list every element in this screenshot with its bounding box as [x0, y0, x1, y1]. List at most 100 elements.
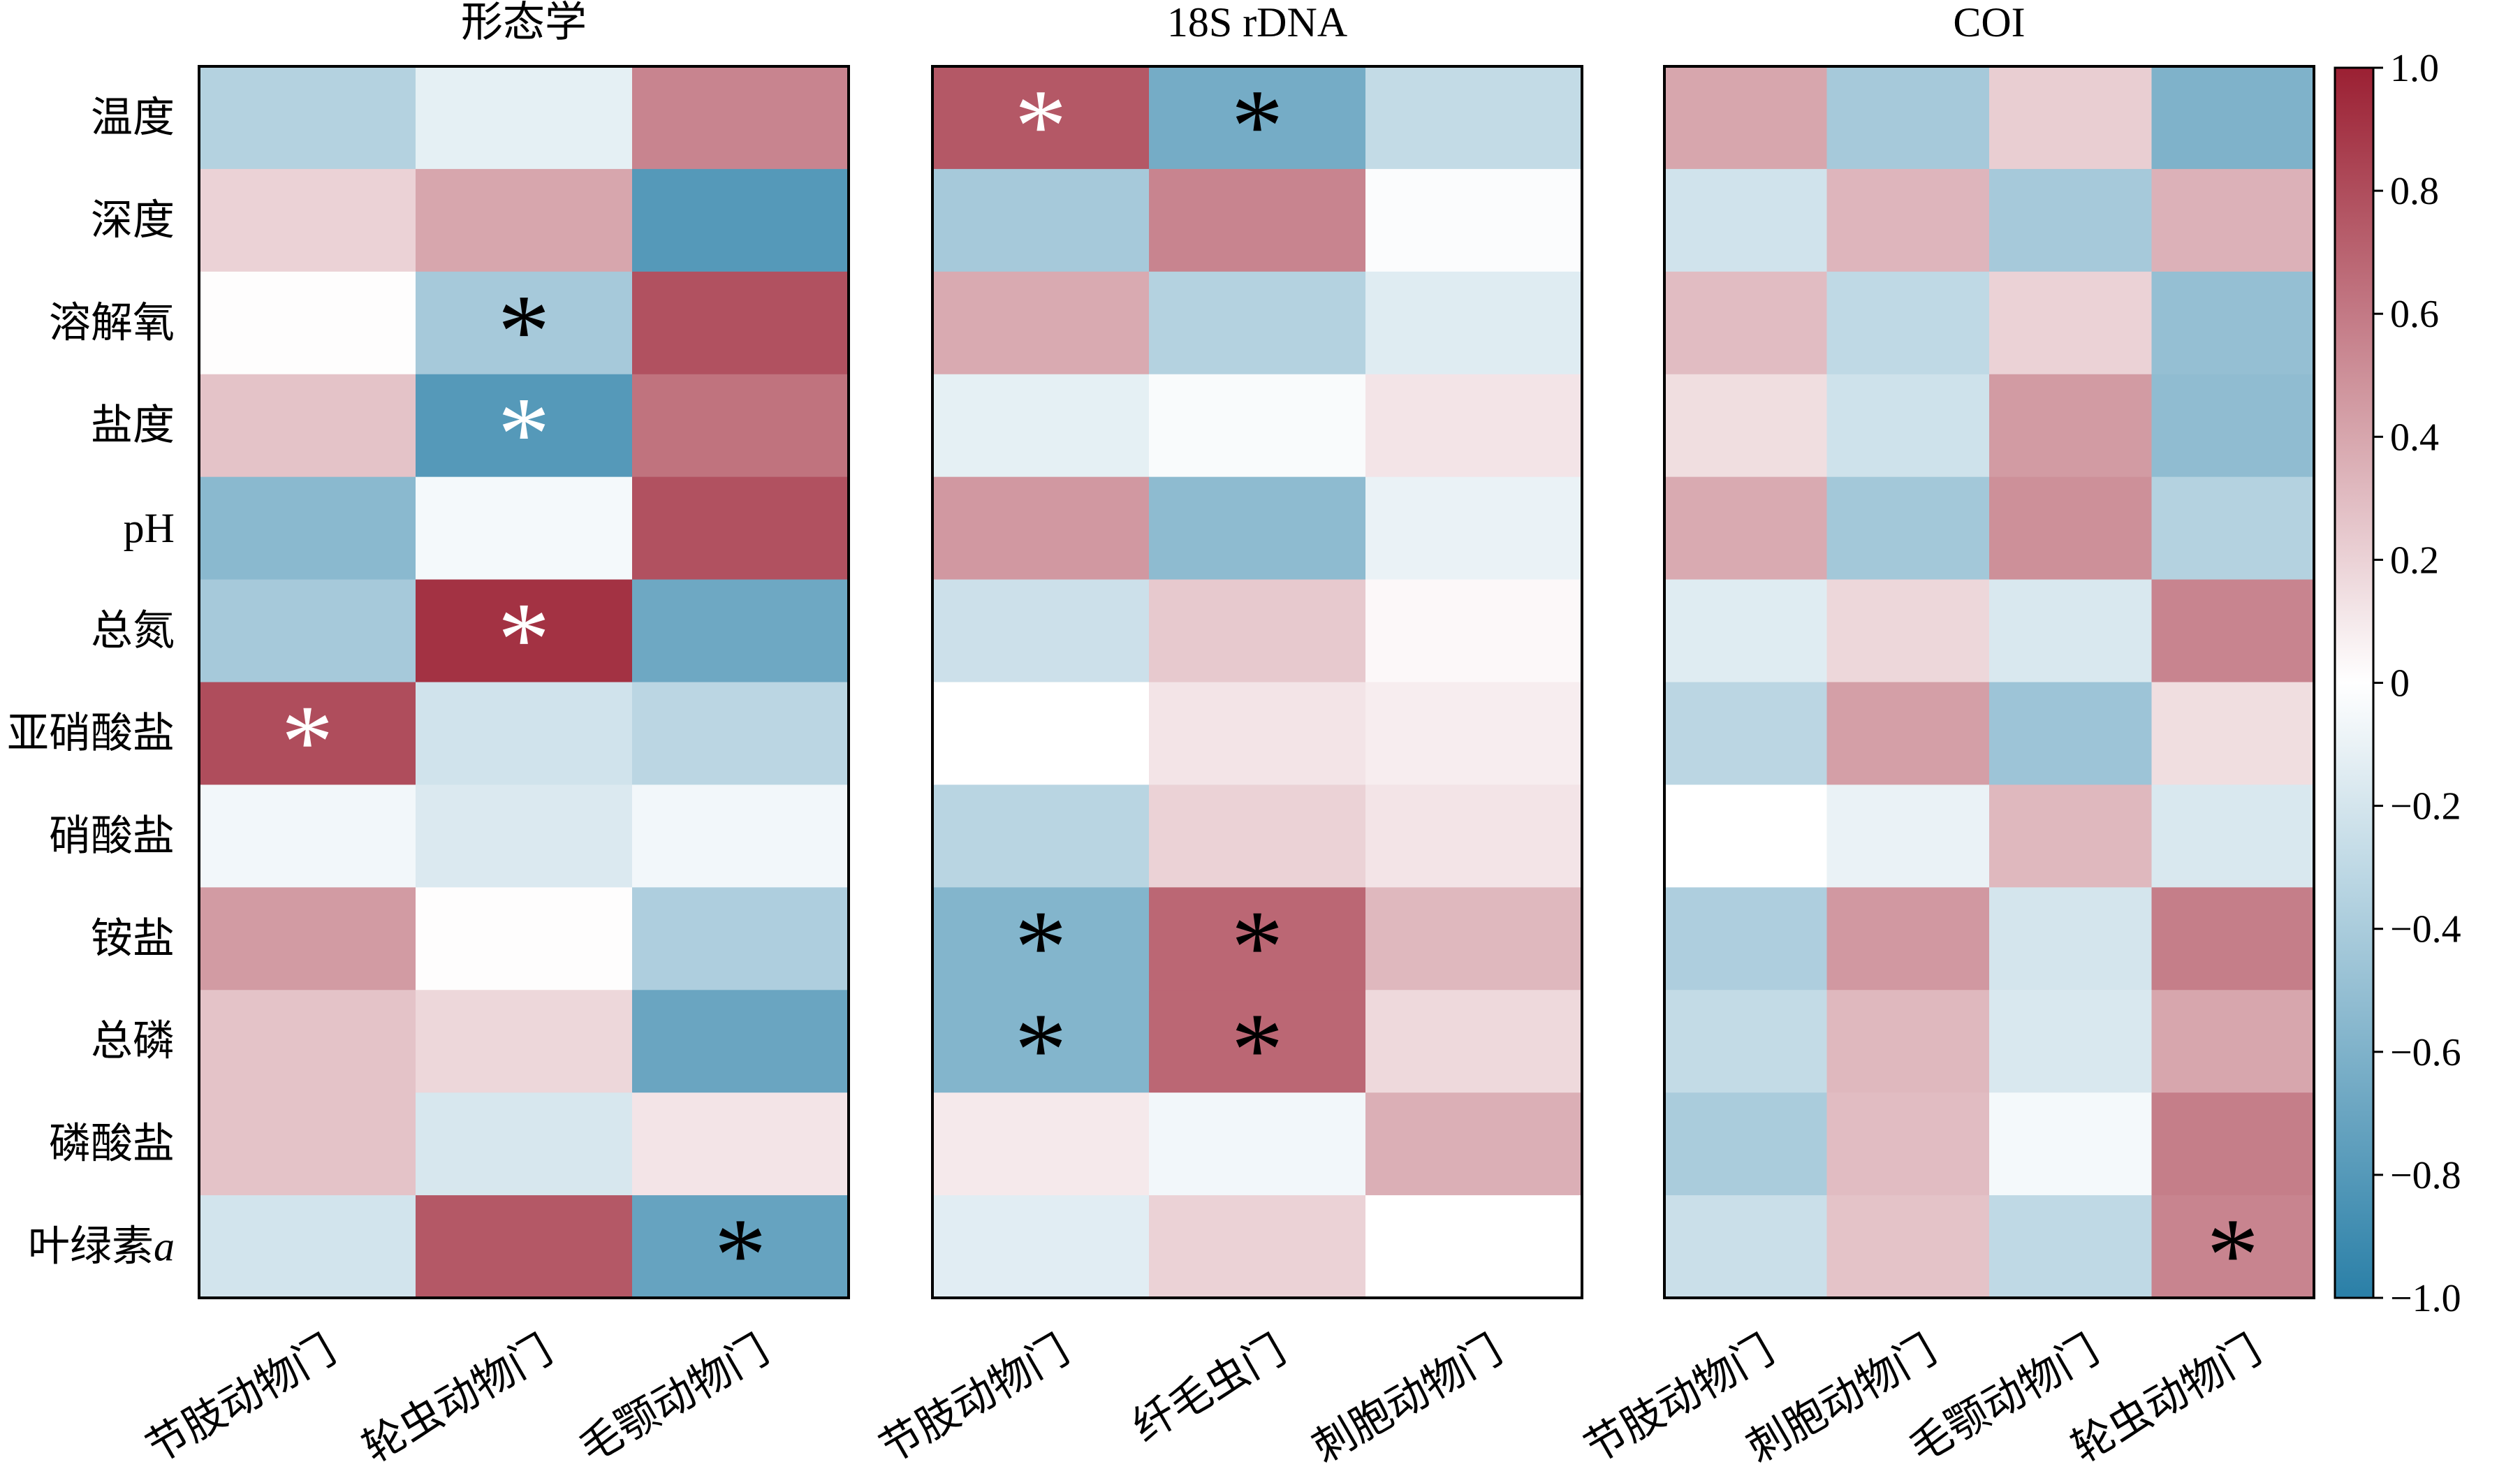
colorbar-tick-label: −1.0 [2390, 1277, 2461, 1320]
heatmap-cell [199, 1092, 416, 1196]
colorbar-tick-label: 0.6 [2390, 293, 2439, 336]
heatmap-cell [1149, 1195, 1366, 1299]
heatmap-cell [1149, 784, 1366, 888]
heatmap-cell [1664, 1092, 1828, 1196]
row-label-text: 溶解氧 [49, 300, 175, 346]
heatmap-cell [2151, 168, 2315, 272]
heatmap-cell [632, 682, 849, 786]
significance-marker: * [1015, 992, 1067, 1108]
heatmap-cell [1826, 1092, 1990, 1196]
heatmap-cell [1826, 784, 1990, 888]
heatmap-cell [632, 271, 849, 375]
heatmap-cell [1989, 784, 2153, 888]
heatmap-cell [2151, 887, 2315, 991]
row-label: 总氮 [91, 608, 175, 654]
heatmap-cell [1149, 1092, 1366, 1196]
column-label: 刺胞动物门 [1305, 1327, 1510, 1469]
heatmap-cell [1989, 1092, 2153, 1196]
heatmap-cell [1365, 1195, 1583, 1299]
heatmap-cell [416, 579, 633, 683]
heatmap-cell [1664, 887, 1828, 991]
row-label-suffix: a [154, 1224, 175, 1270]
panel-title: 18S rDNA [1167, 0, 1347, 45]
heatmap-cell [1365, 682, 1583, 786]
heatmap-cell [1149, 168, 1366, 272]
heatmap-cell [632, 374, 849, 478]
heatmap-cell [199, 887, 416, 991]
heatmap-cell [1826, 168, 1990, 272]
heatmap-cell [1149, 374, 1366, 478]
colorbar-tick-label: 0 [2390, 662, 2410, 706]
heatmap-cell [1149, 682, 1366, 786]
panel-frame [198, 65, 850, 1299]
row-label-text: pH [124, 505, 175, 551]
heatmap-cell [2151, 1092, 2315, 1196]
colorbar-tick-label: 0.2 [2390, 539, 2439, 582]
row-label: 硝酸盐 [49, 813, 175, 859]
heatmap-cell [1365, 1092, 1583, 1196]
colorbar-gradient [2334, 66, 2375, 1299]
heatmap-cell [1365, 990, 1583, 1093]
panel-title: COI [1953, 0, 2025, 45]
heatmap-cell [1664, 271, 1828, 375]
panel-frame [1663, 65, 2315, 1299]
heatmap-cell [1664, 990, 1828, 1093]
colorbar-tick-label: −0.6 [2390, 1031, 2461, 1074]
heatmap-cell [1149, 271, 1366, 375]
heatmap-cell [1664, 682, 1828, 786]
column-label: 轮虫动物门 [356, 1327, 560, 1469]
heatmap-cell [1826, 579, 1990, 683]
heatmap-cell [932, 271, 1150, 375]
heatmap-cell [199, 579, 416, 683]
heatmap-cell [1664, 1195, 1828, 1299]
heatmap-cell [1826, 476, 1990, 580]
row-label: 总磷 [91, 1018, 175, 1065]
column-label: 纤毛虫门 [1125, 1327, 1294, 1450]
colorbar-tick-label: 1.0 [2390, 47, 2439, 90]
row-label: 深度 [91, 197, 175, 243]
heatmap-cell [199, 66, 416, 170]
row-label: 磷酸盐 [49, 1121, 175, 1167]
heatmap-cell [1989, 1195, 2153, 1299]
row-label: pH [124, 505, 175, 551]
heatmap-cell [416, 476, 633, 580]
heatmap-cell [1826, 682, 1990, 786]
colorbar-tick-label: −0.4 [2390, 908, 2461, 951]
heatmap-cell [199, 784, 416, 888]
heatmap-cell [2151, 66, 2315, 170]
heatmap-cell [1989, 168, 2153, 272]
heatmap-cell [199, 990, 416, 1093]
heatmap-cell [2151, 374, 2315, 478]
heatmap-cell [416, 168, 633, 272]
significance-marker: * [1015, 68, 1067, 184]
heatmap-cell [416, 374, 633, 478]
heatmap-cell [1365, 271, 1583, 375]
row-label: 盐度 [91, 402, 175, 448]
heatmap-cell [199, 374, 416, 478]
heatmap-cell [932, 374, 1150, 478]
colorbar-tick-label: 0.8 [2390, 170, 2439, 213]
row-label: 温度 [91, 94, 175, 140]
row-label-text: 硝酸盐 [49, 813, 175, 859]
heatmap-cell [199, 1195, 416, 1299]
heatmap-cell [632, 887, 849, 991]
heatmap-cell [1826, 66, 1990, 170]
heatmap-cell [1989, 990, 2153, 1093]
heatmap-panel-1: 形态学*****节肢动物门 轮虫动物门 毛颚动物门 [139, 0, 850, 1469]
heatmap-cell [1149, 66, 1366, 170]
colorbar-tick-label: 0.4 [2390, 416, 2439, 459]
heatmap-cell [416, 1195, 633, 1299]
significance-marker: * [498, 273, 550, 389]
heatmap-cell [2151, 784, 2315, 888]
heatmap-cell [2151, 579, 2315, 683]
heatmap-cell [632, 1195, 849, 1299]
significance-marker: * [498, 581, 550, 697]
heatmap-cell [632, 1092, 849, 1196]
row-label-text: 温度 [91, 94, 175, 140]
heatmap-cell [932, 1195, 1150, 1299]
heatmap-cell [1989, 579, 2153, 683]
row-label: 铵盐 [91, 916, 175, 962]
